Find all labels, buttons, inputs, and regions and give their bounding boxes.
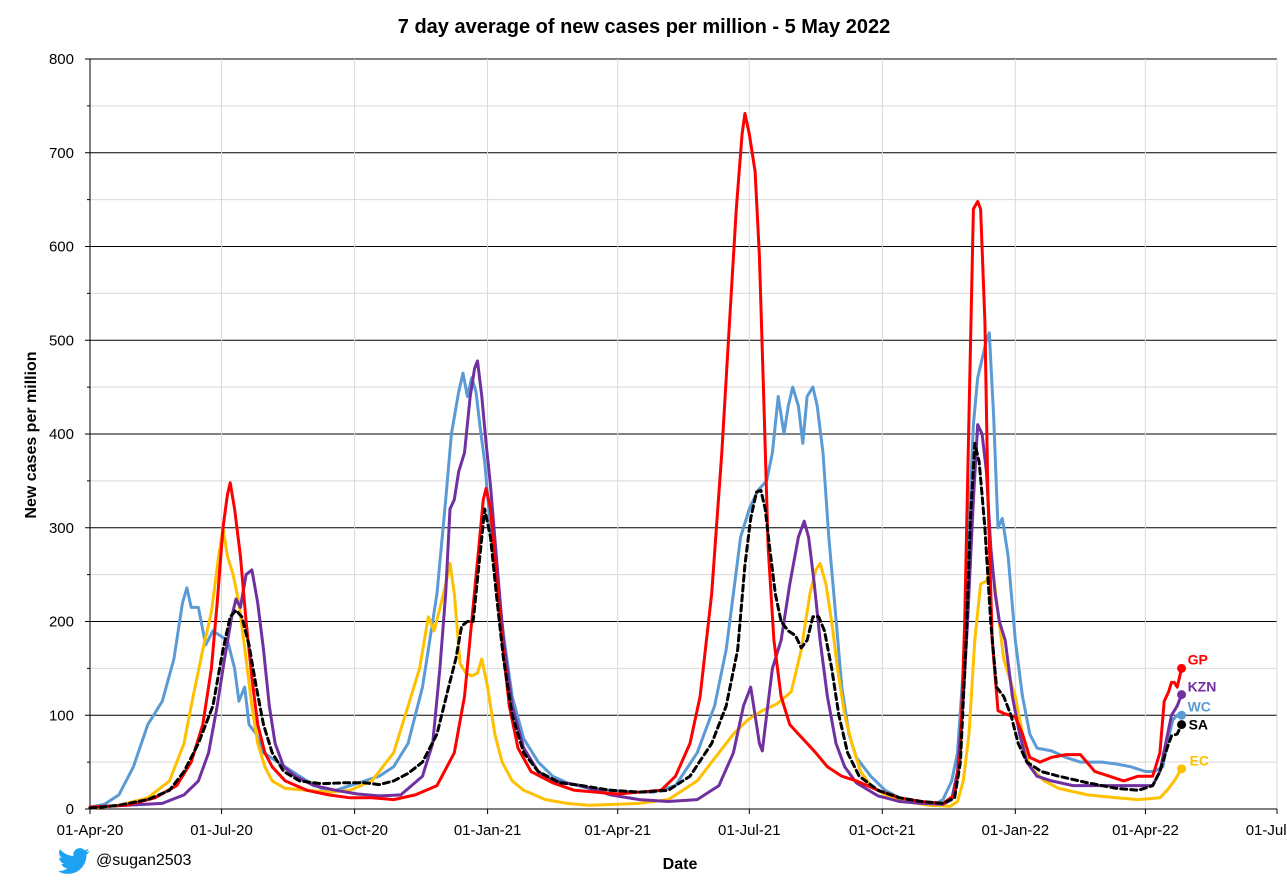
- end-label-ec: EC: [1190, 753, 1209, 769]
- y-tick-label: 400: [49, 426, 74, 443]
- end-label-gp: GP: [1188, 651, 1208, 667]
- series-line-gp: [88, 111, 1184, 809]
- x-axis-label: Date: [663, 856, 698, 873]
- end-marker-kzn: [1177, 690, 1187, 700]
- y-tick-label: 100: [49, 707, 74, 724]
- end-label-sa: SA: [1189, 717, 1208, 733]
- end-label-kzn: KZN: [1188, 679, 1217, 695]
- y-tick-label: 0: [66, 801, 74, 818]
- x-tick-label: 01-Jul-20: [190, 822, 253, 839]
- y-tick-label: 300: [49, 520, 74, 537]
- series-line-wc: [88, 331, 1184, 809]
- x-tick-label: 01-Jul-21: [718, 822, 781, 839]
- y-tick-label: 600: [49, 239, 74, 256]
- end-marker-sa: [1177, 720, 1187, 730]
- series-end-labels: GP KZN WC SA EC: [1188, 651, 1217, 768]
- y-axis-ticks: 0 100 200 300 400 500 600 700 800: [49, 51, 90, 818]
- twitter-handle: @sugan2503: [96, 852, 192, 869]
- series-line-kzn: [88, 359, 1184, 809]
- end-label-wc: WC: [1188, 698, 1211, 714]
- x-tick-label: 01-Jan-21: [454, 822, 522, 839]
- end-marker-ec: [1177, 764, 1187, 774]
- x-tick-label: 01-Apr-20: [57, 822, 124, 839]
- series-line-sa: [88, 441, 1184, 810]
- x-tick-label: 01-Jul-22: [1246, 822, 1287, 839]
- x-tick-label: 01-Jan-22: [982, 822, 1050, 839]
- y-tick-label: 800: [49, 51, 74, 68]
- twitter-bird-icon: [58, 848, 90, 874]
- y-tick-label: 500: [49, 332, 74, 349]
- x-tick-label: 01-Oct-21: [849, 822, 916, 839]
- x-axis-ticks: 01-Apr-20 01-Jul-20 01-Oct-20 01-Jan-21 01-A…: [57, 809, 1287, 839]
- chart-title: 7 day average of new cases per million -…: [398, 16, 890, 38]
- author-credit: @sugan2503: [58, 847, 191, 875]
- x-tick-label: 01-Oct-20: [321, 822, 388, 839]
- end-marker-wc: [1177, 710, 1187, 720]
- x-tick-label: 01-Apr-22: [1112, 822, 1179, 839]
- y-tick-label: 200: [49, 614, 74, 631]
- y-tick-label: 700: [49, 145, 74, 162]
- series-lines: [88, 111, 1187, 810]
- y-axis-label: New cases per million: [23, 351, 40, 518]
- gridlines: [89, 58, 1278, 810]
- x-tick-label: 01-Apr-21: [584, 822, 651, 839]
- end-marker-gp: [1177, 663, 1187, 673]
